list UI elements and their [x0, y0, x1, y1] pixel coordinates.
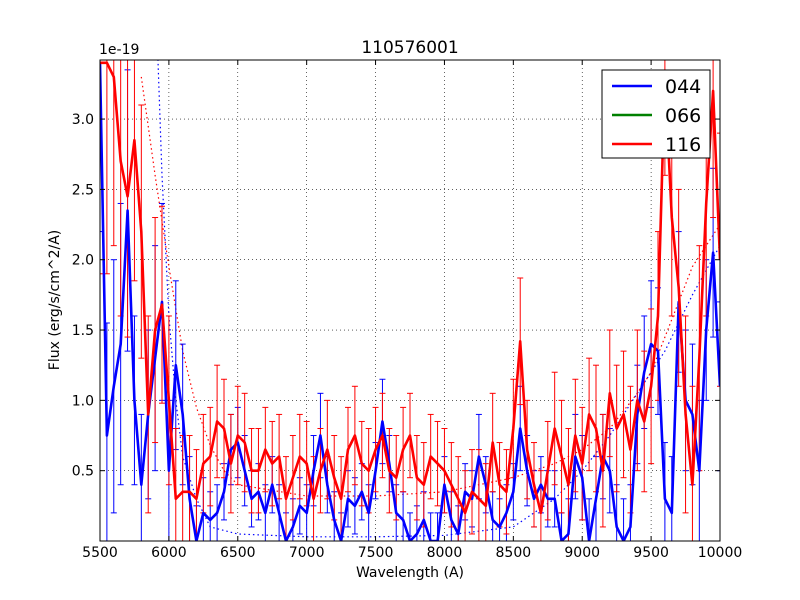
x-axis-label: Wavelength (A) — [356, 565, 464, 581]
x-tick-label: 9000 — [564, 545, 600, 561]
legend: 044 066 116 — [601, 69, 711, 159]
errorbar-116 — [100, 60, 103, 275]
y-offset-label: 1e-19 — [99, 42, 139, 58]
x-tick-label: 6000 — [151, 545, 187, 561]
y-tick-label: 3.0 — [72, 112, 94, 128]
series-line-116 — [100, 61, 720, 515]
x-tick-label: 7000 — [289, 545, 325, 561]
y-ticks: 0.5 1.0 1.5 2.0 2.5 3.0 — [72, 112, 720, 480]
series-lines — [100, 61, 720, 541]
y-tick-label: 1.5 — [72, 323, 94, 339]
errorbar-044 — [620, 498, 627, 541]
x-tick-label: 7500 — [358, 545, 394, 561]
plot-frame — [99, 59, 721, 542]
x-tick-label: 5500 — [82, 545, 118, 561]
chart-title: 110576001 — [361, 38, 458, 58]
y-tick-label: 2.0 — [72, 253, 94, 269]
legend-label-116: 116 — [665, 134, 701, 156]
x-tick-label: 9500 — [633, 545, 669, 561]
y-axis-label: Flux (erg/s/cm^2/A) — [47, 230, 63, 370]
y-tick-label: 2.5 — [72, 182, 94, 198]
legend-label-044: 044 — [665, 76, 701, 98]
x-tick-label: 8500 — [496, 545, 532, 561]
x-tick-label: 8000 — [427, 545, 463, 561]
errorbar-116 — [717, 132, 720, 387]
errorbar-044 — [434, 512, 441, 541]
errorbar-044 — [407, 512, 413, 541]
errorbar-044 — [427, 512, 434, 541]
y-tick-label: 1.0 — [72, 393, 94, 409]
x-tick-label: 6500 — [220, 545, 256, 561]
x-ticks: 5500 6000 6500 7000 7500 8000 8500 9000 9500 1000… — [82, 60, 742, 561]
series-line-044 — [100, 62, 720, 541]
x-tick-label: 10000 — [698, 545, 743, 561]
errorbar-044 — [586, 498, 593, 541]
legend-label-066: 066 — [665, 105, 701, 127]
y-tick-label: 0.5 — [72, 464, 94, 480]
